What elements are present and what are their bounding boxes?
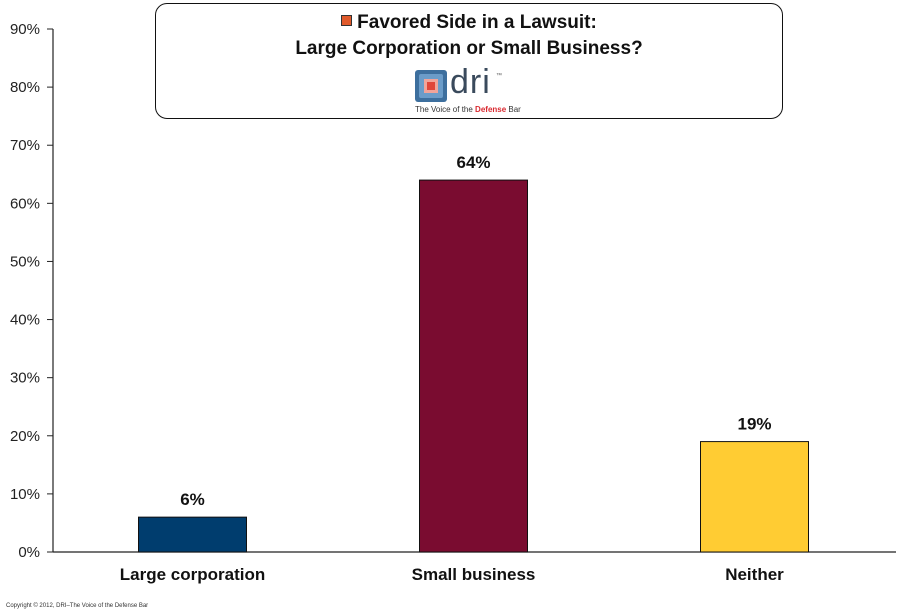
y-tick-group: 0% 10% 20% 30% 40% 50% 60% 70% 80% 90% bbox=[10, 21, 53, 561]
y-tick-label: 10% bbox=[10, 486, 40, 503]
dri-logo-icon bbox=[415, 70, 447, 102]
data-label-group: 6% 64% 19% bbox=[180, 153, 771, 509]
bar bbox=[138, 516, 247, 553]
y-tick-label: 70% bbox=[10, 137, 40, 154]
y-tick-label: 80% bbox=[10, 79, 40, 96]
dri-logo-trademark: ™ bbox=[496, 73, 502, 79]
y-tick-label: 30% bbox=[10, 370, 40, 387]
category-label: Neither bbox=[725, 565, 784, 584]
dri-logo-text: dri bbox=[450, 63, 491, 101]
data-label: 19% bbox=[737, 415, 771, 434]
tagline-post: Bar bbox=[506, 105, 521, 114]
title-marker-icon bbox=[341, 15, 353, 26]
y-tick-label: 40% bbox=[10, 312, 40, 329]
category-label: Small business bbox=[412, 565, 536, 584]
data-label: 64% bbox=[456, 153, 490, 172]
y-tick-label: 20% bbox=[10, 428, 40, 445]
chart-title-line-1: Favored Side in a Lawsuit: bbox=[156, 12, 782, 34]
dri-logo: dri ™ The Voice of the Defense Bar bbox=[414, 63, 544, 117]
chart-title-box: Favored Side in a Lawsuit: Large Corpora… bbox=[155, 3, 783, 119]
data-label: 6% bbox=[180, 490, 205, 509]
y-tick-label: 90% bbox=[10, 21, 40, 38]
bar bbox=[700, 441, 809, 553]
y-tick-label: 60% bbox=[10, 195, 40, 212]
y-tick-label: 0% bbox=[18, 544, 40, 561]
dri-logo-tagline: The Voice of the Defense Bar bbox=[415, 105, 521, 114]
category-label: Large corporation bbox=[120, 565, 265, 584]
copyright-text: Copyright © 2012, DRI–The Voice of the D… bbox=[6, 603, 149, 609]
y-tick-label: 50% bbox=[10, 253, 40, 270]
bar bbox=[419, 179, 528, 553]
category-label-group: Large corporation Small business Neither bbox=[120, 565, 784, 584]
chart-title-text-1: Favored Side in a Lawsuit: bbox=[357, 12, 597, 33]
bar-group bbox=[138, 179, 809, 553]
chart-title-line-2: Large Corporation or Small Business? bbox=[295, 38, 643, 59]
tagline-highlight: Defense bbox=[475, 105, 507, 114]
tagline-pre: The Voice of the bbox=[415, 105, 476, 114]
